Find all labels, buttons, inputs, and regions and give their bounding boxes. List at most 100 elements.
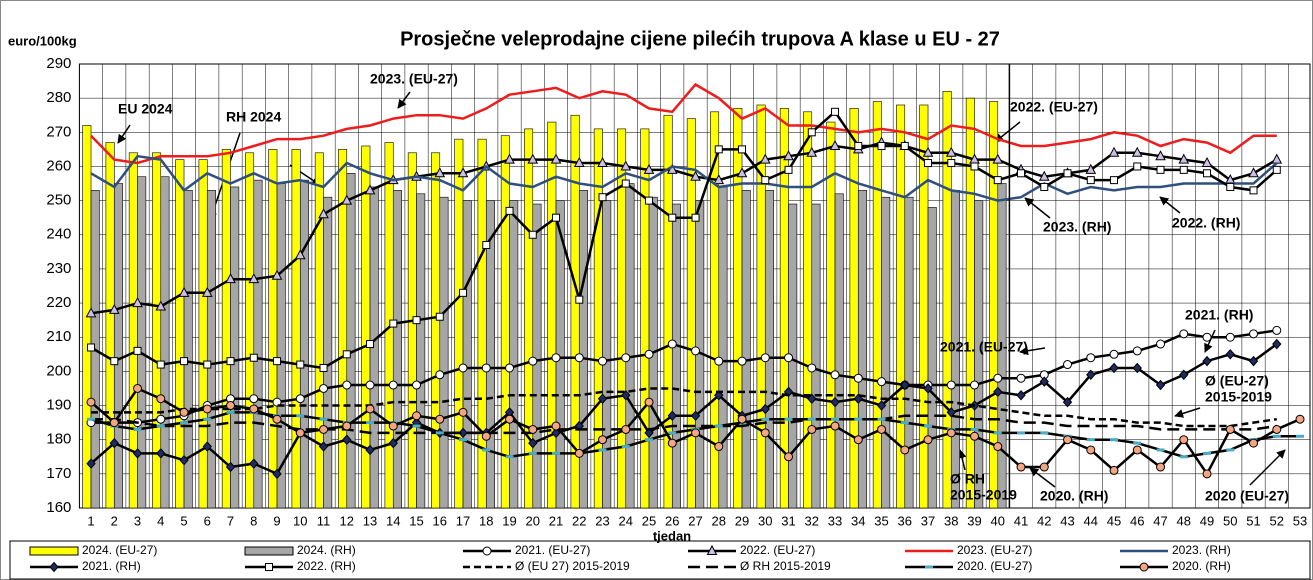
point [900, 421, 909, 425]
bar [392, 190, 402, 509]
point [1110, 176, 1119, 185]
point [202, 404, 212, 414]
annotation: 2022. (EU-27) [1010, 99, 1098, 115]
point [737, 356, 747, 366]
point [179, 407, 189, 417]
y-tick-label: 190 [46, 397, 71, 414]
point [225, 461, 236, 473]
chart-title: Prosječne veleprodajne cijene pilećih tr… [400, 28, 1000, 50]
x-tick-label: 6 [204, 513, 211, 528]
point [1179, 435, 1189, 445]
point [156, 424, 165, 428]
point [528, 230, 537, 239]
point [783, 150, 794, 161]
point [319, 383, 329, 393]
point [853, 373, 863, 383]
bar [826, 121, 836, 509]
legend-item: 2022. (RH) [245, 559, 356, 573]
legend-label: Ø RH 2015-2019 [740, 559, 831, 573]
x-tick-label: 25 [642, 513, 656, 528]
point [295, 394, 305, 404]
annotation: 2015-2019 [1205, 389, 1272, 405]
point [1225, 332, 1235, 342]
point [505, 455, 514, 459]
point [946, 428, 956, 438]
point [854, 417, 863, 421]
point [1038, 170, 1050, 181]
point [644, 427, 654, 439]
legend-item: 2024. (EU-27) [29, 543, 157, 557]
point [155, 300, 167, 311]
point [714, 442, 724, 452]
x-tick-label: 31 [781, 513, 795, 528]
point [1132, 362, 1142, 374]
point [1039, 462, 1049, 472]
bar [602, 200, 612, 509]
point [760, 428, 770, 438]
bar [137, 176, 147, 509]
point [1202, 469, 1212, 479]
plot-area [78, 63, 1311, 509]
point [133, 346, 142, 355]
point [342, 380, 352, 390]
point [1062, 396, 1073, 408]
point [1179, 455, 1188, 459]
point [180, 357, 189, 366]
point [156, 414, 166, 424]
point [156, 448, 166, 459]
x-tick-label: 7 [227, 513, 234, 528]
point [784, 353, 794, 363]
point [1179, 369, 1189, 381]
point [203, 417, 212, 421]
point [265, 563, 273, 571]
point [87, 417, 96, 421]
arrow [1159, 196, 1181, 214]
point [133, 427, 142, 431]
bar [904, 196, 914, 509]
point [1139, 562, 1149, 572]
y-tick-label: 210 [46, 328, 71, 345]
point [877, 417, 886, 421]
x-tick-label: 50 [1223, 513, 1237, 528]
y-tick-label: 230 [46, 260, 71, 277]
point [993, 373, 1003, 383]
point [505, 363, 515, 373]
point [924, 424, 933, 428]
point [202, 441, 212, 452]
arrow [1249, 449, 1286, 486]
x-tick-label: 45 [1107, 513, 1121, 528]
point [1272, 325, 1282, 335]
point [877, 424, 887, 434]
point [668, 431, 677, 435]
point [1249, 438, 1259, 448]
x-tick-label: 19 [502, 513, 516, 528]
legend-label: 2023. (RH) [1172, 543, 1231, 557]
point [551, 421, 561, 431]
annotation: 2015-2019 [950, 487, 1017, 503]
point [598, 356, 608, 366]
point [830, 396, 840, 408]
point [830, 421, 840, 431]
point [364, 184, 376, 195]
x-tick-label: 3 [134, 513, 141, 528]
annotation: 2020 (EU-27) [1205, 488, 1289, 504]
point [993, 442, 1003, 452]
point [1248, 355, 1259, 367]
x-tick-label: 39 [967, 513, 981, 528]
legend-label: 2020. (EU-27) [957, 559, 1032, 573]
legend-label: 2022. (RH) [297, 559, 356, 573]
point [706, 544, 718, 555]
point [318, 208, 329, 219]
point [946, 380, 956, 390]
point [1108, 146, 1120, 157]
bar [927, 207, 937, 509]
point [1203, 451, 1212, 455]
point [598, 448, 607, 452]
point [272, 397, 282, 407]
point [295, 428, 305, 438]
point [573, 156, 585, 168]
point [435, 312, 444, 321]
legend-box [9, 540, 1311, 580]
legend-swatch [29, 546, 79, 556]
point [435, 370, 445, 380]
